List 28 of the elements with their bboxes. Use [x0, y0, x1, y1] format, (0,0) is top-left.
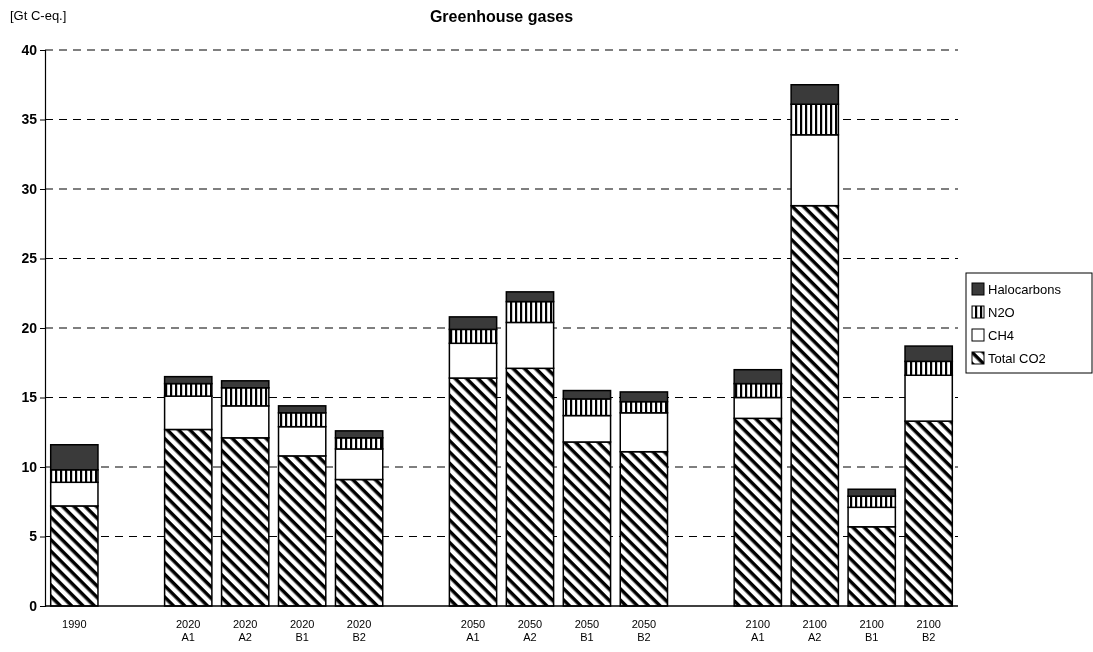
x-tick-label: 2020 B1 [289, 618, 315, 643]
x-tick-label: 2020 A1 [176, 618, 201, 643]
legend-label: Halocarbons [988, 282, 1062, 297]
y-tick-label: 20 [21, 319, 38, 336]
y-tick-label: 15 [21, 389, 38, 406]
x-tick-label: 2100 B1 [859, 618, 884, 643]
x-tick-label: 2050 A2 [517, 618, 543, 643]
x-tick-label: 2100 A2 [802, 618, 827, 643]
y-tick-label: 10 [21, 458, 38, 475]
y-tick-label: 25 [21, 250, 38, 267]
x-tick-label: 2020 A2 [232, 618, 258, 643]
y-tick-label: 30 [21, 180, 38, 197]
x-tick-label: 2100 B2 [916, 618, 941, 643]
x-tick-label: 1990 [62, 618, 87, 630]
y-tick-label: 35 [21, 111, 38, 128]
x-tick-label: 2100 A1 [745, 618, 771, 643]
x-tick-label: 2050 B2 [631, 618, 657, 643]
y-axis-title: [Gt C-eq.] [10, 8, 67, 23]
legend-label: Total CO2 [988, 351, 1046, 366]
y-tick-label: 0 [29, 597, 38, 614]
legend-label: CH4 [988, 328, 1015, 343]
y-tick-label: 40 [21, 41, 38, 58]
y-tick-label: 5 [29, 528, 38, 545]
x-tick-label: 2050 A1 [460, 618, 486, 643]
x-tick-label: 2050 B1 [574, 618, 600, 643]
chart-title: Greenhouse gases [429, 8, 574, 25]
legend-label: N2O [988, 305, 1015, 320]
x-tick-label: 2020 B2 [346, 618, 372, 643]
